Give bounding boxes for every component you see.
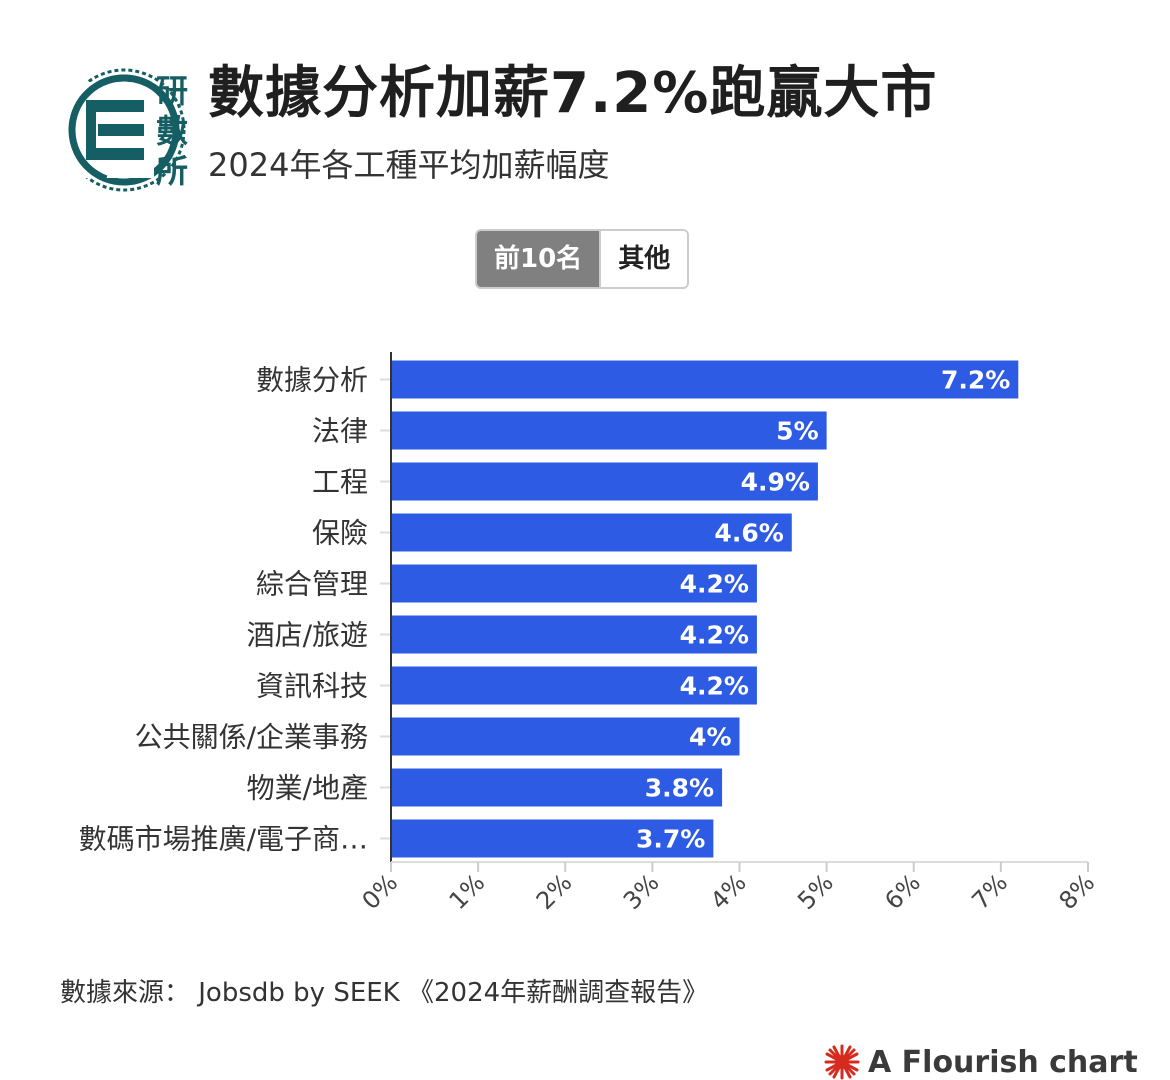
bar[interactable]	[391, 615, 757, 654]
category-label: 酒店/旅遊	[247, 619, 368, 652]
chart-subtitle: 2024年各工種平均加薪幅度	[208, 146, 610, 184]
x-tick-label: 1%	[444, 868, 491, 915]
logo-char: 數	[156, 112, 188, 150]
bar[interactable]	[391, 666, 757, 705]
category-label: 法律	[312, 415, 368, 448]
bar-chart: 7.2% 數據分析 5% 法律 4.9% 工程 4.6% 保險 4.2% 綜合管理 4.2% 酒店/旅…	[79, 352, 1101, 915]
x-tick-label: 0%	[357, 868, 404, 915]
category-label: 數據分析	[256, 364, 368, 397]
category-label: 資訊科技	[256, 670, 368, 703]
logo: 研 數 所	[58, 68, 188, 192]
x-tick-label: 4%	[705, 868, 752, 915]
filter-tabs: 前10名 其他	[475, 229, 690, 289]
bar[interactable]	[391, 462, 818, 501]
flourish-burst-icon	[824, 1044, 860, 1080]
bar[interactable]	[391, 513, 792, 552]
flourish-credit[interactable]: A Flourish chart	[824, 1044, 1138, 1080]
chart-title: 數據分析加薪7.2%跑贏大市	[208, 61, 938, 126]
logo-char: 所	[156, 152, 188, 190]
data-label: 4.2%	[680, 672, 749, 701]
category-label: 綜合管理	[256, 568, 368, 601]
logo-char: 研	[156, 72, 188, 110]
x-tick-label: 8%	[1054, 868, 1101, 915]
bar[interactable]	[391, 717, 740, 756]
x-tick-label: 7%	[966, 868, 1013, 915]
category-label: 保險	[312, 517, 368, 550]
data-label: 3.8%	[645, 774, 714, 803]
bar[interactable]	[391, 564, 757, 603]
x-tick-label: 2%	[531, 868, 578, 915]
x-tick-label: 6%	[879, 868, 926, 915]
data-label: 7.2%	[941, 366, 1010, 395]
data-label: 4.6%	[714, 519, 783, 548]
data-label: 4%	[689, 723, 731, 752]
tab-top10[interactable]: 前10名	[477, 231, 600, 287]
data-label: 3.7%	[636, 825, 705, 854]
data-label: 4.2%	[680, 570, 749, 599]
category-label: 工程	[312, 466, 368, 499]
source-note: 數據來源： Jobsdb by SEEK 《2024年薪酬調查報告》	[60, 978, 709, 1008]
bar[interactable]	[391, 819, 714, 858]
data-label: 4.2%	[680, 621, 749, 650]
data-label: 5%	[776, 417, 818, 446]
category-label: 物業/地產	[247, 772, 368, 805]
bar[interactable]	[391, 768, 723, 807]
bar[interactable]	[391, 360, 1019, 399]
category-label: 數碼市場推廣/電子商…	[79, 823, 368, 856]
data-label: 4.9%	[741, 468, 810, 497]
credit-text: A Flourish chart	[868, 1044, 1138, 1080]
x-tick-label: 5%	[792, 868, 839, 915]
category-label: 公共關係/企業事務	[135, 721, 368, 754]
bar[interactable]	[391, 411, 827, 450]
x-tick-label: 3%	[618, 868, 665, 915]
tab-others[interactable]: 其他	[599, 231, 688, 287]
